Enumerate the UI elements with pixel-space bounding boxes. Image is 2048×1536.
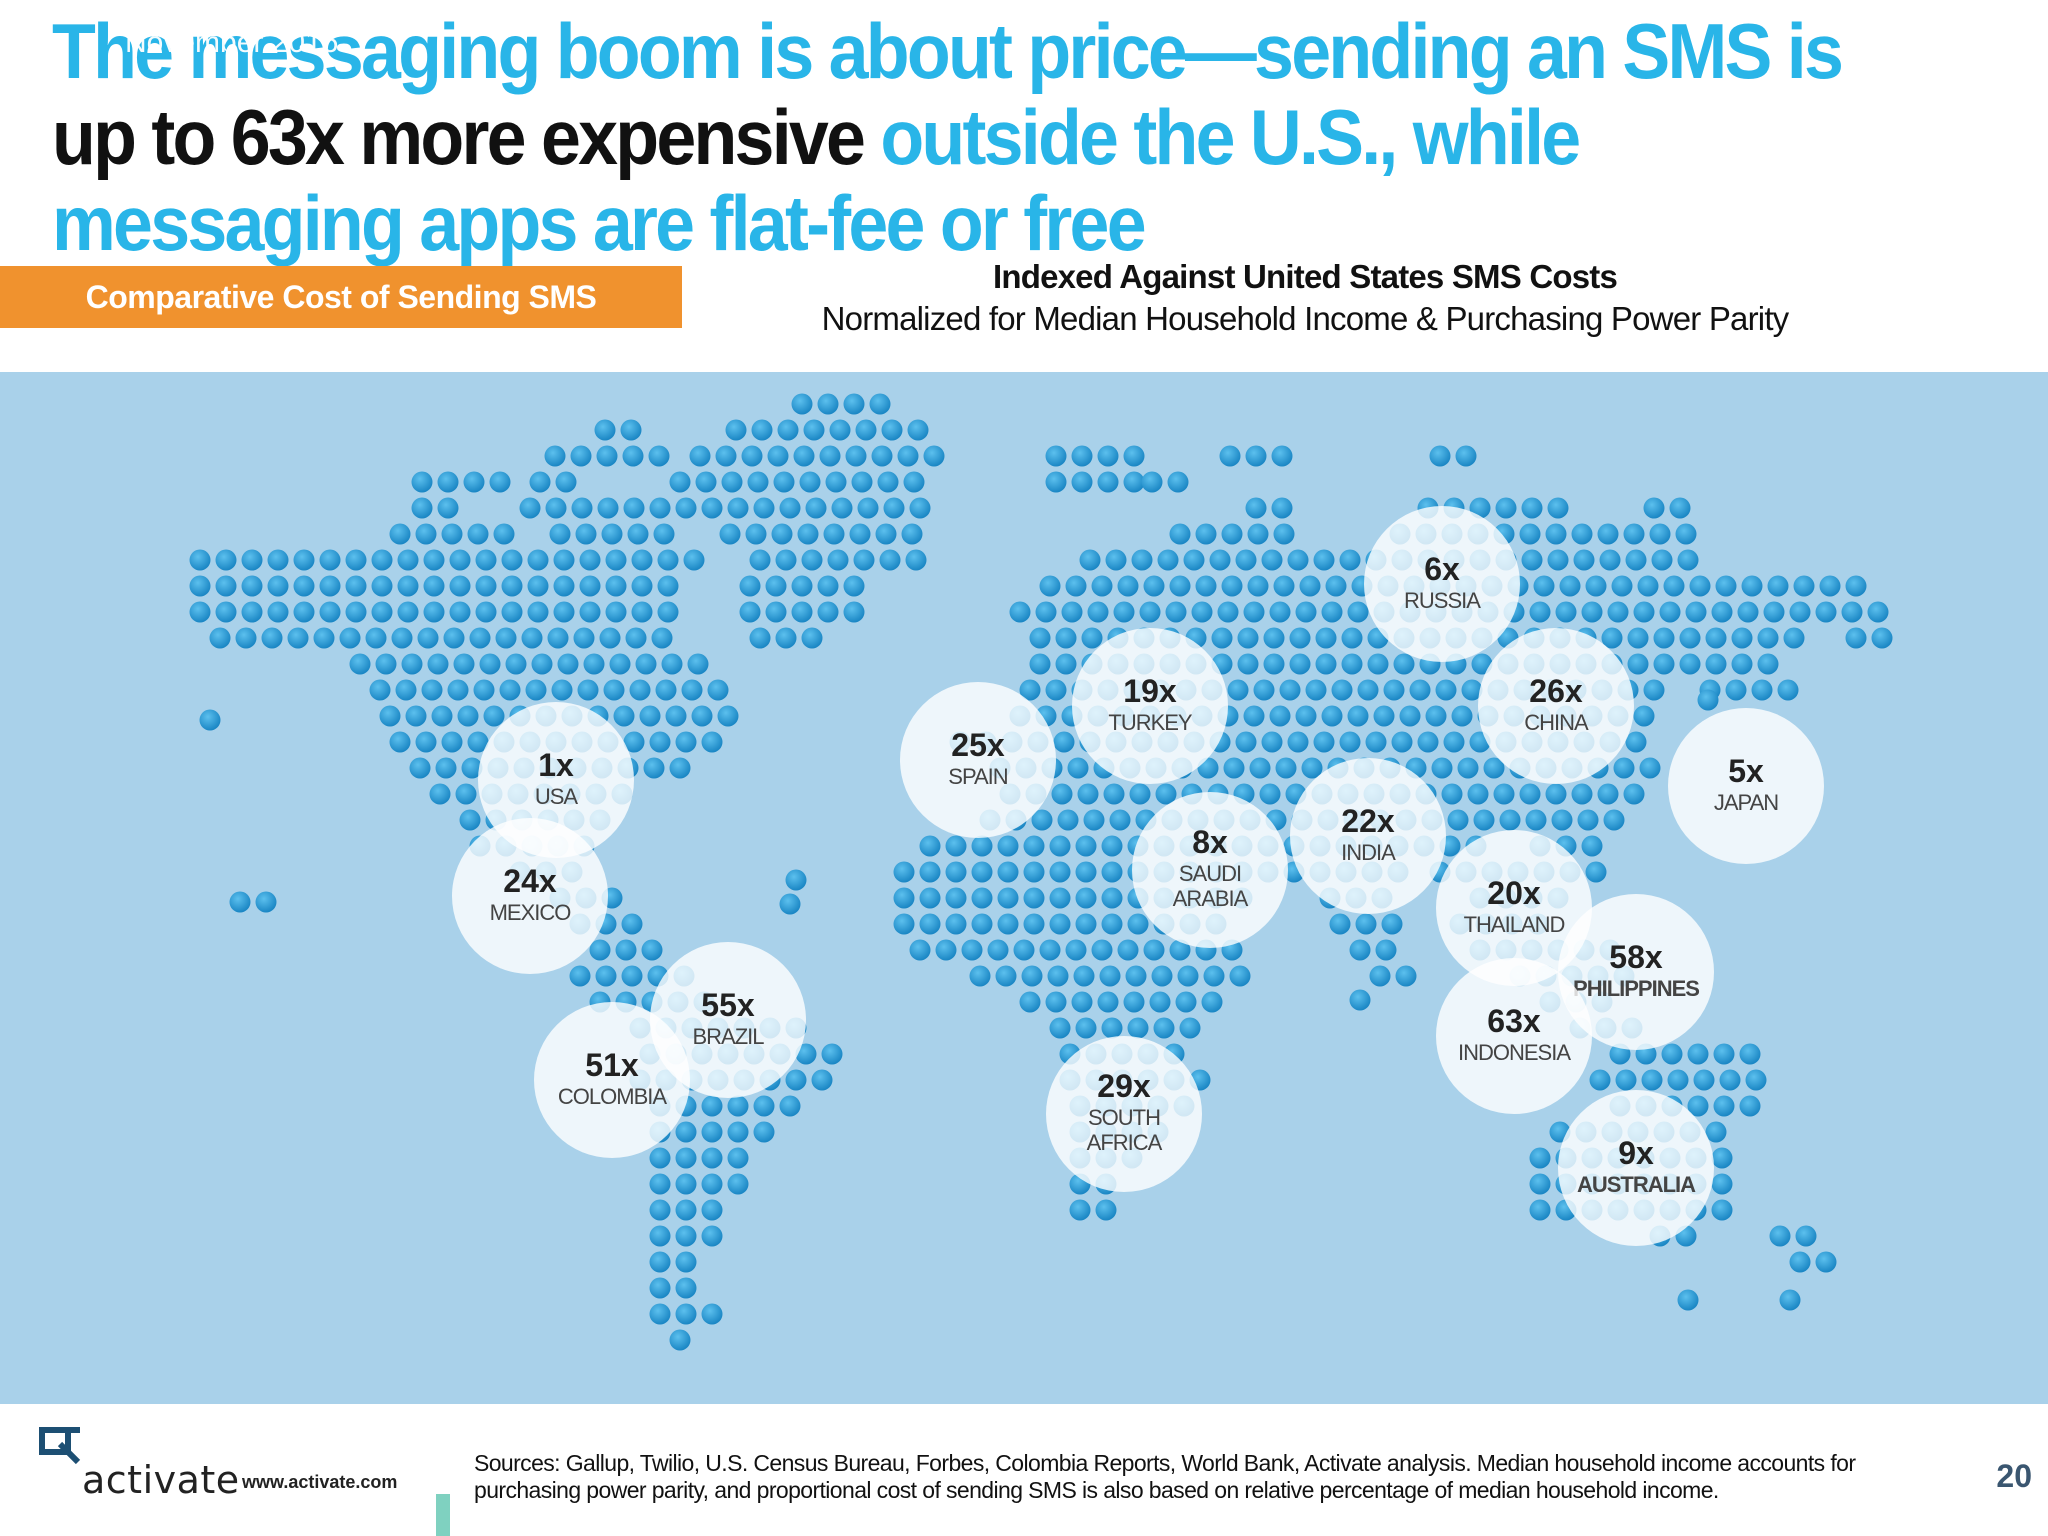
subtitle-line-2: Normalized for Median Household Income &… bbox=[821, 300, 1790, 337]
bubble-south-africa bbox=[1046, 1036, 1202, 1192]
value-label-south-africa: 29x bbox=[1097, 1068, 1151, 1104]
page-number: 20 bbox=[1996, 1458, 2032, 1494]
footer-accent bbox=[436, 1494, 450, 1536]
value-label-spain: 25x bbox=[951, 727, 1005, 763]
headline: The messaging boom is about price—sendin… bbox=[52, 8, 1855, 266]
chart-tag: Comparative Cost of Sending SMS bbox=[0, 266, 682, 328]
sources-note: Sources: Gallup, Twilio, U.S. Census Bur… bbox=[474, 1450, 1856, 1503]
country-label-saudi-arabia: SAUDI bbox=[1179, 861, 1241, 886]
country-label-indonesia: INDONESIA bbox=[1458, 1040, 1571, 1065]
bubble-thailand bbox=[1436, 830, 1592, 986]
value-label-russia: 6x bbox=[1424, 551, 1460, 587]
bubble-japan bbox=[1668, 708, 1824, 864]
footer bbox=[0, 1404, 2048, 1536]
value-label-colombia: 51x bbox=[585, 1047, 639, 1083]
country-label-india: INDIA bbox=[1341, 840, 1396, 865]
country-label-japan: JAPAN bbox=[1714, 790, 1778, 815]
value-label-india: 22x bbox=[1341, 803, 1395, 839]
bubble-turkey bbox=[1072, 628, 1228, 784]
bubble-russia bbox=[1364, 506, 1520, 662]
country-bubbles: 1xUSA24xMEXICO51xCOLOMBIA55xBRAZIL25xSPA… bbox=[452, 506, 1824, 1246]
bubble-china bbox=[1478, 628, 1634, 784]
bubble-philippines bbox=[1558, 894, 1714, 1050]
country-label-south-africa: AFRICA bbox=[1087, 1130, 1163, 1155]
country-label-russia: RUSSIA bbox=[1404, 588, 1481, 613]
logo-wordmark: activate bbox=[82, 1458, 240, 1502]
country-label-south-africa: SOUTH bbox=[1088, 1105, 1160, 1130]
value-label-brazil: 55x bbox=[701, 987, 755, 1023]
value-label-china: 26x bbox=[1529, 673, 1583, 709]
country-label-spain: SPAIN bbox=[948, 764, 1008, 789]
chart-subtitle: Indexed Against United States SMS Costs … bbox=[740, 256, 1870, 340]
country-label-turkey: TURKEY bbox=[1108, 710, 1193, 735]
website-link[interactable]: www.activate.com bbox=[242, 1472, 398, 1492]
activate-logo-icon bbox=[39, 1427, 81, 1465]
bubble-colombia bbox=[534, 1002, 690, 1158]
bubble-saudi-arabia bbox=[1132, 792, 1288, 948]
value-label-australia: 9x bbox=[1618, 1135, 1654, 1171]
date-stamp: November 2016 bbox=[125, 26, 339, 59]
country-label-china: CHINA bbox=[1524, 710, 1589, 735]
value-label-saudi-arabia: 8x bbox=[1192, 824, 1228, 860]
value-label-usa: 1x bbox=[538, 747, 574, 783]
country-label-colombia: COLOMBIA bbox=[558, 1084, 667, 1109]
country-label-saudi-arabia: ARABIA bbox=[1173, 886, 1249, 911]
headline-part3: outside the U.S., while messaging apps a… bbox=[52, 93, 1581, 267]
value-label-turkey: 19x bbox=[1123, 673, 1177, 709]
dot-world-map: 1xUSA24xMEXICO51xCOLOMBIA55xBRAZIL25xSPA… bbox=[189, 393, 1893, 1351]
value-label-mexico: 24x bbox=[503, 863, 557, 899]
country-label-australia: AUSTRALIA bbox=[1577, 1172, 1696, 1197]
bubble-australia bbox=[1558, 1090, 1714, 1246]
subtitle-line-1: Indexed Against United States SMS Costs bbox=[992, 258, 1618, 295]
value-label-thailand: 20x bbox=[1487, 875, 1541, 911]
bubble-india bbox=[1290, 758, 1446, 914]
bubble-brazil bbox=[650, 942, 806, 1098]
world-map-panel: 1x USA 24x MEXICO 51x COLOMBIA 55x BRAZIL 25x SPA… bbox=[0, 372, 2048, 1404]
value-label-japan: 5x bbox=[1728, 753, 1764, 789]
country-label-mexico: MEXICO bbox=[490, 900, 572, 925]
country-label-thailand: THAILAND bbox=[1464, 912, 1565, 937]
bubble-usa bbox=[478, 702, 634, 858]
value-label-philippines: 58x bbox=[1609, 939, 1663, 975]
country-label-philippines: PHILIPPINES bbox=[1573, 976, 1699, 1001]
bubble-indonesia bbox=[1436, 958, 1592, 1114]
value-label-indonesia: 63x bbox=[1487, 1003, 1541, 1039]
headline-emphasis: up to 63x more expensive bbox=[52, 93, 866, 181]
bubble-spain bbox=[900, 682, 1056, 838]
country-label-brazil: BRAZIL bbox=[692, 1024, 764, 1049]
bubble-mexico bbox=[452, 818, 608, 974]
country-label-usa: USA bbox=[535, 784, 579, 809]
headline-part1: The messaging boom is about price—sendin… bbox=[52, 7, 1844, 95]
